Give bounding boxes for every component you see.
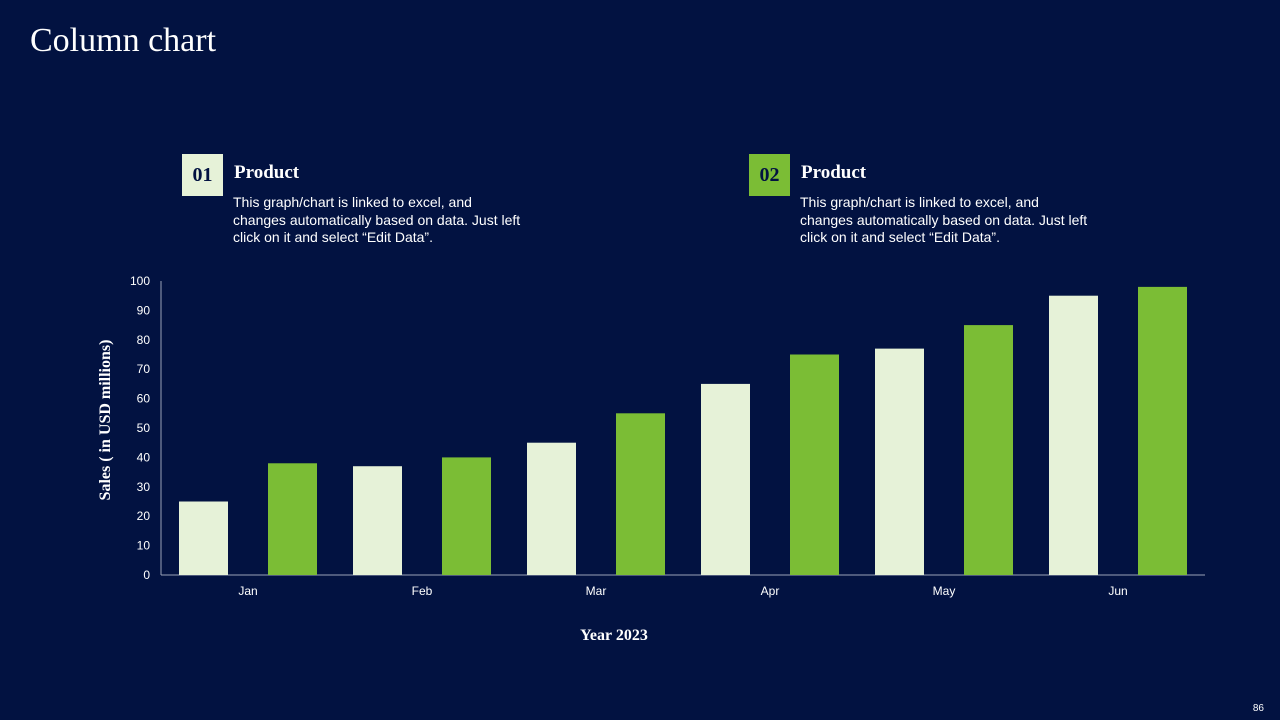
bar-may-series-1 bbox=[875, 348, 924, 575]
x-tick-label: Mar bbox=[586, 584, 607, 598]
bar-jan-series-1 bbox=[179, 501, 228, 575]
bar-jan-series-2 bbox=[268, 463, 317, 575]
legend-badge-01: 01 bbox=[182, 154, 223, 196]
x-axis: Jan Feb Mar Apr May Jun bbox=[161, 574, 1205, 598]
bar-jun-series-2 bbox=[1138, 286, 1187, 575]
x-tick-label: Jan bbox=[238, 584, 257, 598]
x-tick-label: May bbox=[933, 584, 956, 598]
y-tick-label: 40 bbox=[137, 450, 151, 464]
y-tick-label: 100 bbox=[130, 274, 150, 288]
bar-feb-series-1 bbox=[353, 466, 402, 575]
bar-apr-series-1 bbox=[701, 383, 750, 575]
y-tick-label: 10 bbox=[137, 539, 151, 553]
bar-mar-series-1 bbox=[527, 442, 576, 575]
x-axis-title: Year 2023 bbox=[580, 627, 648, 644]
y-tick-label: 50 bbox=[137, 421, 151, 435]
x-tick-label: Apr bbox=[761, 584, 780, 598]
y-tick-label: 60 bbox=[137, 392, 151, 406]
slide-title: Column chart bbox=[30, 22, 217, 59]
x-tick-label: Feb bbox=[412, 584, 433, 598]
legend-badge-02: 02 bbox=[749, 154, 790, 196]
y-tick-label: 0 bbox=[143, 568, 150, 582]
legend-heading-01: Product bbox=[234, 162, 300, 183]
bar-apr-series-2 bbox=[790, 354, 839, 575]
bar-may-series-2 bbox=[964, 325, 1013, 575]
y-axis-title: Sales ( in USD millions) bbox=[97, 340, 114, 501]
y-tick-label: 20 bbox=[137, 509, 151, 523]
bar-feb-series-2 bbox=[442, 457, 491, 575]
y-tick-label: 30 bbox=[137, 480, 151, 494]
y-tick-label: 90 bbox=[137, 303, 151, 317]
y-tick-label: 80 bbox=[137, 333, 151, 347]
legend-description-01: This graph/chart is linked to excel, and… bbox=[233, 194, 521, 245]
x-tick-label: Jun bbox=[1108, 584, 1127, 598]
bar-mar-series-2 bbox=[616, 413, 665, 575]
y-tick-label: 70 bbox=[137, 362, 151, 376]
legend-description-02: This graph/chart is linked to excel, and… bbox=[800, 194, 1088, 245]
y-axis: 0 10 20 30 40 50 60 70 80 90 100 bbox=[130, 274, 162, 582]
bars bbox=[179, 286, 1187, 575]
bar-jun-series-1 bbox=[1049, 295, 1098, 575]
legend-heading-02: Product bbox=[801, 162, 867, 183]
page-number: 86 bbox=[1252, 703, 1264, 714]
